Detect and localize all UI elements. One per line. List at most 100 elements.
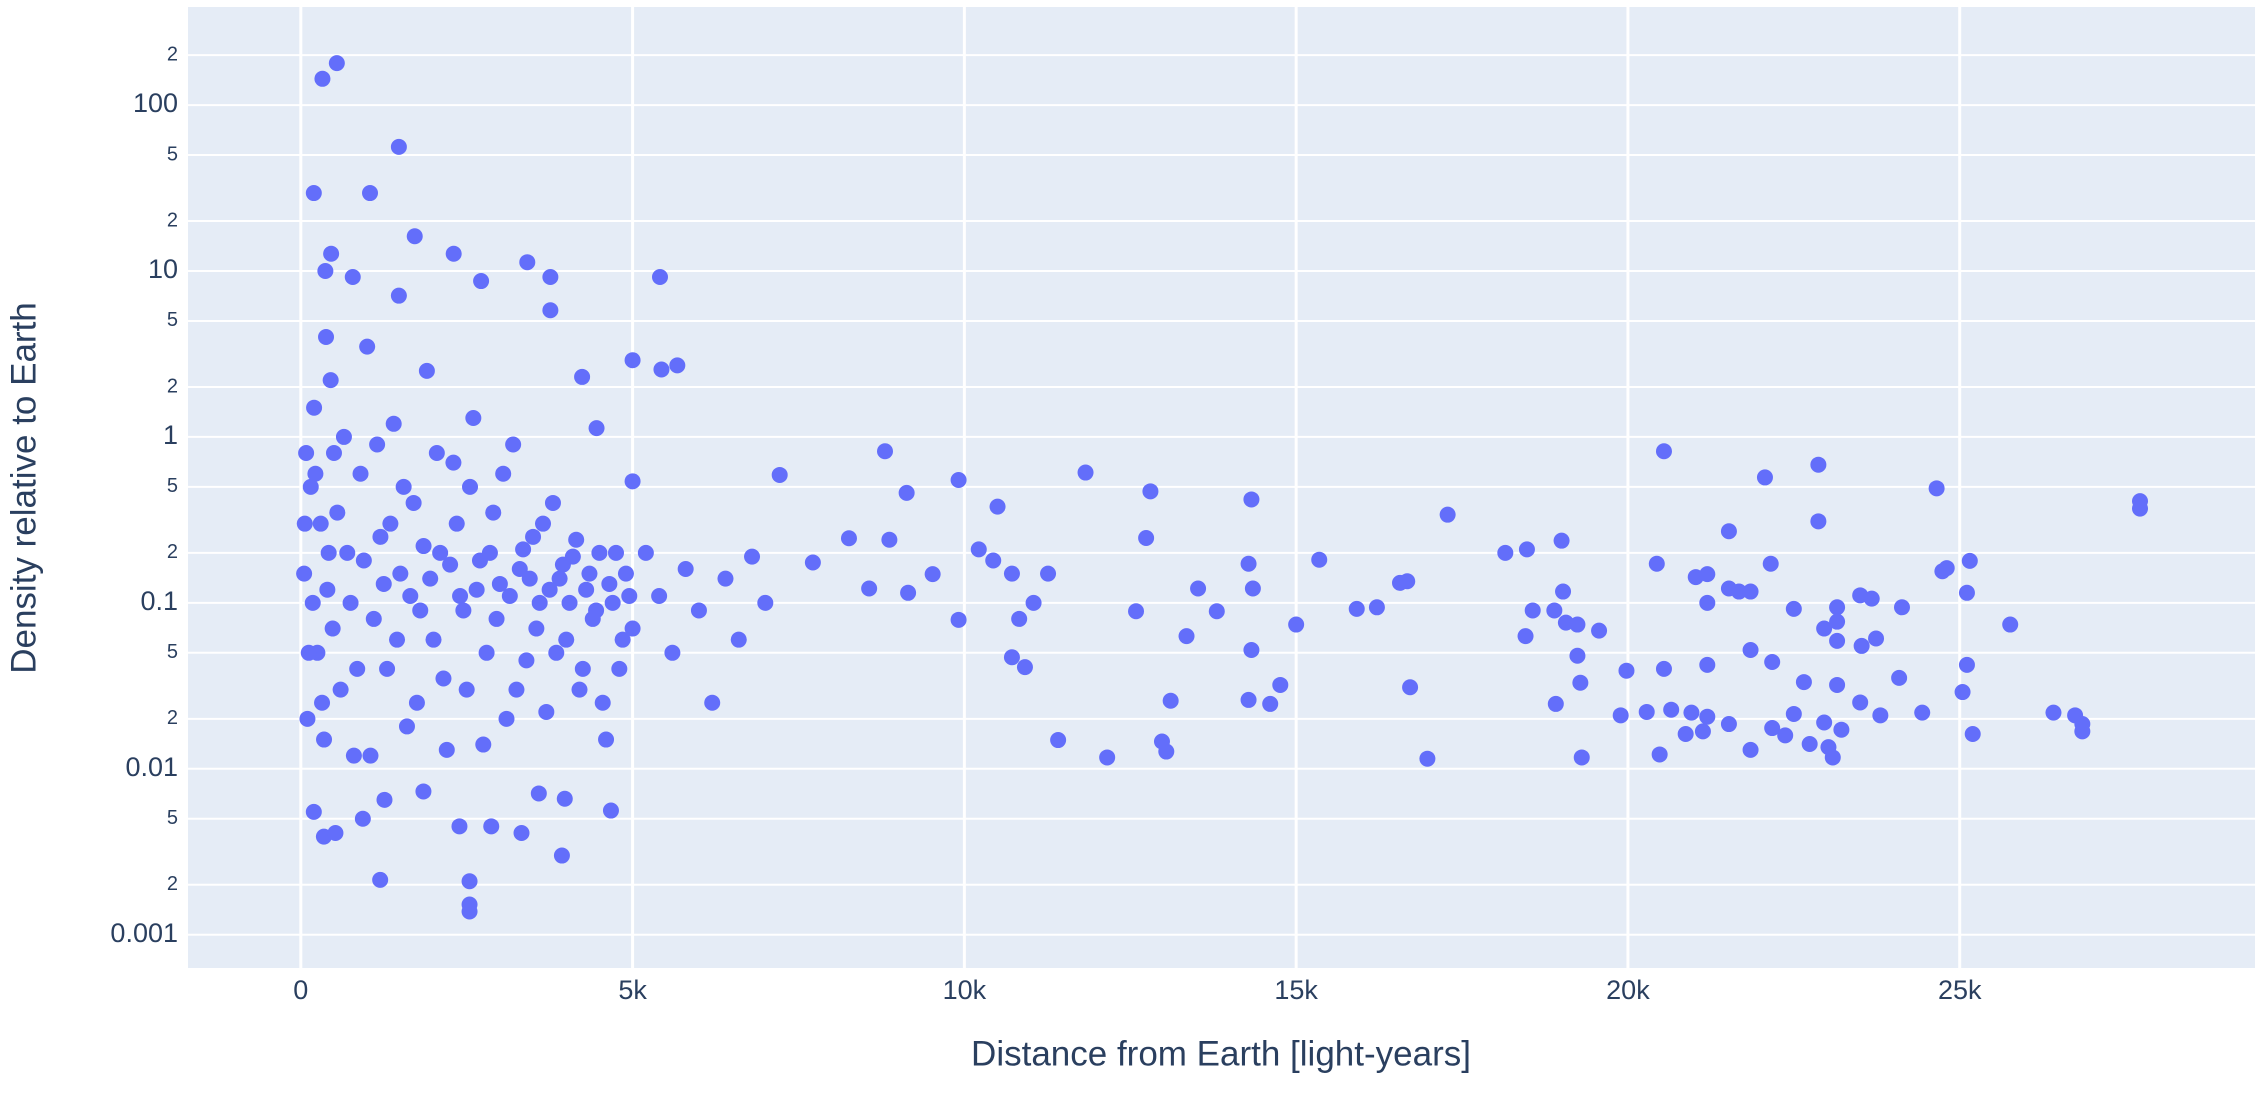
scatter-point (519, 254, 536, 271)
scatter-point (485, 504, 502, 521)
y-minor-tick-label: 5 (167, 475, 178, 497)
scatter-point (452, 587, 469, 604)
scatter-point (601, 575, 618, 592)
scatter-point (989, 498, 1006, 515)
scatter-point (1651, 746, 1668, 763)
scatter-point (511, 560, 528, 577)
scatter-point (574, 660, 591, 677)
scatter-point (924, 566, 941, 583)
scatter-point (1288, 616, 1305, 633)
scatter-point (607, 544, 624, 561)
scatter-point (611, 660, 628, 677)
scatter-point (2132, 500, 2149, 517)
scatter-point (312, 515, 329, 532)
scatter-point (1612, 707, 1629, 724)
scatter-point (528, 620, 545, 637)
scatter-point (473, 273, 490, 290)
y-tick-label: 0.01 (125, 752, 178, 782)
scatter-point (354, 810, 371, 827)
scatter-point (1618, 662, 1635, 679)
scatter-point (389, 631, 406, 648)
scatter-point (1648, 555, 1665, 572)
scatter-point (1546, 602, 1563, 619)
scatter-point (1016, 659, 1033, 676)
scatter-point (1964, 726, 1981, 743)
scatter-point (1694, 723, 1711, 740)
x-tick-label: 25k (1938, 975, 1982, 1005)
scatter-point (332, 681, 349, 698)
scatter-point (1243, 491, 1260, 508)
scatter-point (329, 504, 346, 521)
scatter-point (1829, 599, 1846, 616)
scatter-point (1829, 632, 1846, 649)
scatter-point (1077, 464, 1094, 481)
scatter-point (1591, 622, 1608, 639)
scatter-point (1497, 544, 1514, 561)
scatter-point (535, 515, 552, 532)
scatter-point (1128, 603, 1145, 620)
scatter-point (515, 541, 532, 558)
scatter-point (317, 262, 334, 279)
scatter-point (513, 825, 530, 842)
scatter-point (530, 785, 547, 802)
scatter-point (637, 544, 654, 561)
scatter-point (318, 329, 335, 346)
scatter-point (442, 556, 459, 573)
scatter-point (2002, 616, 2019, 633)
scatter-point (1938, 560, 1955, 577)
scatter-point (335, 428, 352, 445)
scatter-point (1677, 726, 1694, 743)
scatter-point (624, 352, 641, 369)
tick-labels: 0 5k 10k 15k 20k 25k 0.001 0.01 0.1 1 10 100 2 5 2 5 2 5 2… (110, 43, 1982, 1005)
scatter-point (1025, 594, 1042, 611)
scatter-point (342, 594, 359, 611)
scatter-point (744, 548, 761, 565)
scatter-point (402, 587, 419, 604)
scatter-point (1720, 523, 1737, 540)
scatter-point (985, 552, 1002, 569)
scatter-point (324, 620, 341, 637)
scatter-point (505, 436, 522, 453)
scatter-point (1569, 647, 1586, 664)
scatter-point (422, 570, 439, 587)
scatter-point (451, 818, 468, 835)
scatter-point (1011, 610, 1028, 627)
scatter-point (1954, 684, 1971, 701)
scatter-point (304, 594, 321, 611)
scatter-point (296, 515, 313, 532)
scatter-point (428, 445, 445, 462)
scatter-point (950, 611, 967, 628)
scatter-point (299, 710, 316, 727)
scatter-point (518, 652, 535, 669)
scatter-point (319, 581, 336, 598)
y-tick-label: 100 (133, 88, 178, 118)
y-tick-label: 1 (163, 420, 178, 450)
scatter-point (900, 584, 917, 601)
scatter-point (300, 644, 317, 661)
scatter-point (327, 825, 344, 842)
scatter-point (406, 228, 423, 245)
scatter-point (375, 575, 392, 592)
scatter-point (1742, 741, 1759, 758)
scatter-point (1569, 616, 1586, 633)
scatter-point (498, 710, 515, 727)
scatter-point (538, 703, 555, 720)
scatter-point (669, 357, 686, 374)
scatter-point (1699, 708, 1716, 725)
scatter-point (1762, 555, 1779, 572)
scatter-point (1742, 583, 1759, 600)
scatter-point (1785, 705, 1802, 722)
scatter-point (352, 465, 369, 482)
x-tick-label: 5k (618, 975, 647, 1005)
scatter-point (462, 478, 479, 495)
scatter-point (376, 791, 393, 808)
scatter-point (544, 494, 561, 511)
x-axis-title: Distance from Earth [light-years] (971, 1034, 1471, 1073)
scatter-point (651, 269, 668, 286)
scatter-point (349, 660, 366, 677)
scatter-point (1272, 676, 1289, 693)
scatter-point (568, 531, 585, 548)
scatter-point (1777, 727, 1794, 744)
scatter-point (1742, 641, 1759, 658)
